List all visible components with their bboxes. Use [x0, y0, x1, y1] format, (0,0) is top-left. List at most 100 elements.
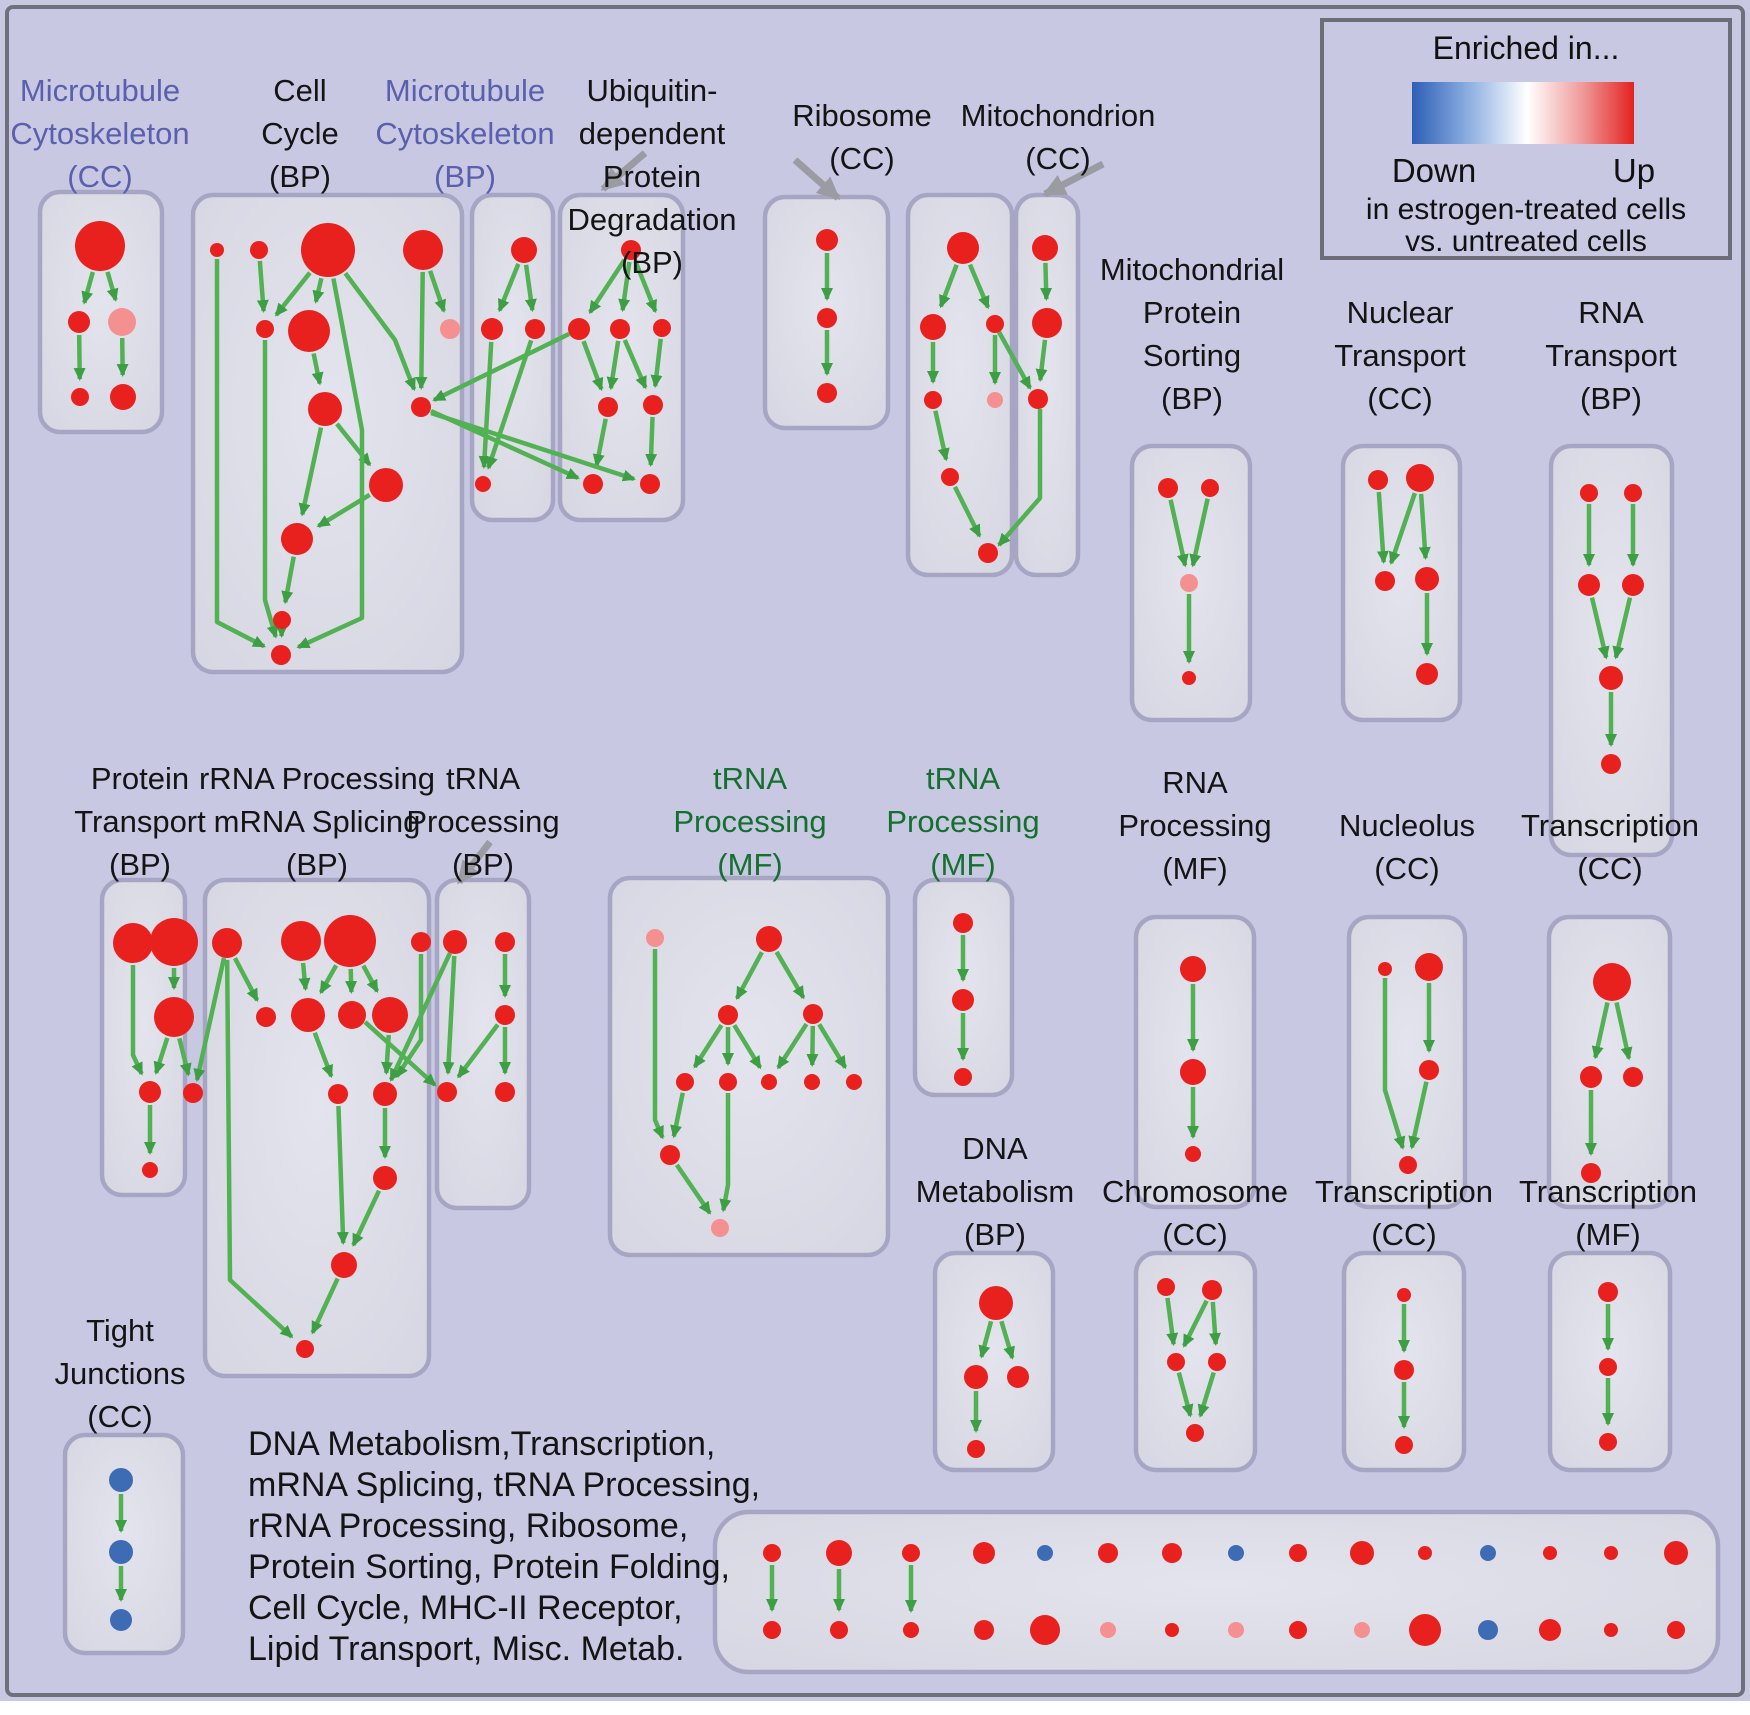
go-term-node-summary-bottom-5 [1030, 1615, 1060, 1645]
edge-protein-transport [177, 1037, 192, 1077]
cluster-box-summary-pairs [712, 1509, 1721, 1675]
edge-transcription-cc-mid [1591, 1002, 1610, 1060]
cluster-box-dna-metabolism [932, 1250, 1056, 1473]
cluster-label-rna-processing: RNA Processing (MF) [1118, 765, 1272, 886]
go-term-node-rrna-F [291, 998, 325, 1032]
go-term-node-summary-bottom-14 [1604, 1623, 1618, 1637]
go-term-node-nuclear-transport-ml [1375, 571, 1395, 591]
go-term-node-tight-junctions-j2 [109, 1540, 133, 1564]
go-term-node-protein-transport-bigR [150, 918, 198, 966]
go-term-node-tight-junctions-j3 [110, 1609, 132, 1631]
edge-ubiquitin [622, 339, 648, 390]
cross-edge-rrna-to-trna-bp [363, 1020, 437, 1087]
go-term-node-chromosome-ml [1167, 1353, 1185, 1371]
go-term-node-ubiquitin-2-u1 [816, 229, 838, 251]
go-term-node-nucleolus-m [1419, 1060, 1439, 1080]
go-term-node-trna-bp-BL [437, 1082, 457, 1102]
go-term-node-cell-cycle-l1 [281, 523, 313, 555]
go-term-node-mito-sorting-b [1182, 671, 1196, 685]
go-term-node-cell-cycle-pk [440, 319, 460, 339]
cluster-label-nuclear-transport: Nuclear Transport (CC) [1334, 295, 1466, 416]
go-term-node-cell-cycle-g3 [288, 310, 330, 352]
go-term-node-trna-mf-2-m1 [953, 913, 973, 933]
go-term-node-nucleolus-bg [1415, 953, 1443, 981]
go-term-node-summary-bottom-2 [830, 1621, 848, 1639]
edge-cell-cycle [312, 277, 325, 304]
go-term-node-ribosome-B [978, 543, 998, 563]
edge-trna-mf-1 [735, 951, 764, 1001]
edge-dna-metabolism [978, 1320, 994, 1359]
go-term-node-trna-mf-2-m3 [954, 1068, 972, 1086]
edge-cell-cycle [214, 259, 266, 649]
edge-microtubule-bp [478, 341, 494, 470]
go-term-node-microtubule-cc-a [75, 221, 125, 271]
edge-rrna [394, 954, 424, 1079]
cluster-label-microtubule-bp: Microtubule Cytoskeleton (BP) [375, 73, 555, 194]
edge-microtubule-bp [486, 339, 534, 470]
legend-title: Enriched in... [1432, 30, 1620, 66]
edge-cell-cycle [343, 271, 417, 392]
cluster-box-ribosome [905, 192, 1015, 578]
cluster-label-transcription-cc-mid: Transcription (CC) [1520, 808, 1700, 886]
go-term-node-nuclear-transport-mr [1415, 567, 1439, 591]
go-term-node-summary-top-10 [1350, 1541, 1374, 1565]
go-term-node-dna-metabolism-b [967, 1440, 985, 1458]
go-term-node-nucleolus-b [1399, 1156, 1417, 1174]
edge-rrna [345, 968, 358, 995]
go-term-node-summary-top-11 [1418, 1546, 1432, 1560]
go-term-node-trna-mf-2-m2 [952, 989, 974, 1011]
cluster-label-trna-mf-2: tRNA Processing (MF) [886, 761, 1040, 882]
go-term-node-summary-bottom-6 [1100, 1622, 1116, 1638]
edge-mito-sorting [1168, 499, 1189, 568]
go-term-node-dna-metabolism-cl [964, 1365, 988, 1389]
go-term-node-microtubule-cc-c [108, 308, 136, 336]
cluster-box-trna-mf-1 [607, 875, 891, 1258]
go-term-node-mito-sorting-tl [1158, 478, 1178, 498]
go-term-node-microtubule-cc-e [110, 384, 136, 410]
go-term-node-dna-metabolism-bg [979, 1286, 1013, 1320]
go-term-node-nuclear-transport-tb [1406, 464, 1434, 492]
go-term-node-chromosome-mr [1208, 1353, 1226, 1371]
edge-ribosome [967, 263, 991, 310]
go-term-node-ubiquitin-C2 [640, 474, 660, 494]
go-term-node-trna-mf-1-ML [718, 1005, 738, 1025]
go-term-node-cell-cycle-hub [411, 397, 431, 417]
edge-cell-cycle [262, 340, 279, 639]
go-term-node-summary-top-3 [902, 1544, 920, 1562]
cluster-label-microtubule-cc: Microtubule Cytoskeleton (CC) [10, 73, 190, 194]
go-term-node-transcription-cc-mid-b [1581, 1163, 1601, 1183]
edge-nuclear-transport [1376, 491, 1389, 565]
cluster-box-trna-mf-2 [912, 877, 1015, 1098]
legend-caption-line2: vs. untreated cells [1405, 225, 1647, 258]
go-term-node-chromosome-tr [1202, 1280, 1222, 1300]
cross-edge-mito-node-to-ribosome-bottom [997, 409, 1043, 547]
go-term-node-microtubule-cc-d [71, 388, 89, 406]
go-term-node-microtubule-bp-t [511, 237, 537, 263]
edge-rrna [298, 962, 311, 992]
legend-caption-line1: in estrogen-treated cells [1365, 193, 1687, 226]
cluster-box-microtubule-cc [37, 189, 165, 435]
go-term-node-transcription-mf-c2 [1599, 1358, 1617, 1376]
edge-ribosome [933, 410, 950, 462]
go-term-node-mito-sorting-tr [1201, 479, 1219, 497]
go-term-node-cell-cycle-t2 [250, 241, 268, 259]
go-term-node-mitochondrion-R2 [1028, 389, 1048, 409]
go-term-node-rrna-K [373, 1166, 397, 1190]
go-term-node-ubiquitin-A2 [610, 319, 630, 339]
go-term-node-summary-top-6 [1098, 1543, 1118, 1563]
go-term-node-rna-processing-r2 [1180, 1059, 1206, 1085]
go-term-node-rrna-G [338, 1001, 366, 1029]
go-term-node-microtubule-bp-l [481, 318, 503, 340]
go-term-node-ubiquitin-C1 [583, 474, 603, 494]
go-term-node-rrna-B [281, 921, 321, 961]
edge-ubiquitin [592, 418, 608, 468]
cluster-label-trna-mf-1: tRNA Processing (MF) [673, 761, 827, 882]
cluster-box-transcription-cc-mid [1546, 914, 1673, 1210]
go-term-node-summary-top-2 [826, 1540, 852, 1566]
edge-nucleolus [1408, 1081, 1429, 1150]
go-term-node-rna-transport-b [1601, 754, 1621, 774]
edge-ribosome [952, 485, 982, 538]
edge-nucleolus [1382, 978, 1406, 1150]
edge-microtubule-cc [73, 334, 86, 382]
go-term-node-trna-mf-1-b2 [719, 1073, 737, 1091]
